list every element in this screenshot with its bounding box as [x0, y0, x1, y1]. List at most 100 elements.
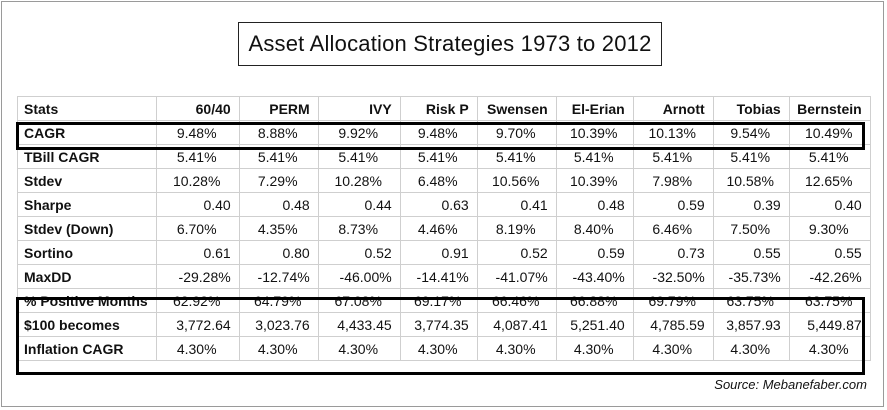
table-cell: 9.92% [317, 120, 401, 145]
row-label: Stdev [17, 168, 157, 193]
header-cell: Tobias [712, 96, 790, 121]
table-cell: 67.08% [317, 288, 401, 313]
row-label: Stdev (Down) [17, 216, 157, 241]
table-cell: 4,433.45 [317, 312, 401, 337]
table-cell: 66.46% [476, 288, 557, 313]
table-cell: 0.48 [238, 192, 319, 217]
page-title: Asset Allocation Strategies 1973 to 2012 [238, 22, 662, 66]
header-cell: Swensen [476, 96, 557, 121]
table-cell: 5.41% [788, 144, 871, 169]
table-cell: 6.70% [155, 216, 240, 241]
table-cell: 4.30% [155, 336, 240, 361]
table-cell: 9.70% [476, 120, 557, 145]
header-cell: Stats [17, 96, 157, 121]
table-cell: 8.40% [555, 216, 634, 241]
row-label: TBill CAGR [17, 144, 157, 169]
row-label: CAGR [17, 120, 157, 145]
header-cell: IVY [317, 96, 401, 121]
header-cell: Arnott [632, 96, 714, 121]
table-cell: 9.54% [712, 120, 790, 145]
table-cell: 0.40 [155, 192, 240, 217]
row-label: % Positive Months [17, 288, 157, 313]
table-cell: 0.52 [317, 240, 401, 265]
table-cell: 0.55 [712, 240, 790, 265]
table-row: % Positive Months 62.92% 64.79% 67.08% 69.17… [17, 288, 871, 313]
table-cell: 4.30% [476, 336, 557, 361]
table-cell: 10.56% [476, 168, 557, 193]
table-cell: 0.73 [632, 240, 714, 265]
header-cell: 60/40 [155, 96, 240, 121]
table-cell: 4,785.59 [632, 312, 714, 337]
table-cell: -35.73% [712, 264, 790, 289]
table-cell: 0.80 [238, 240, 319, 265]
table-cell: 10.13% [632, 120, 714, 145]
table-cell: 64.79% [238, 288, 319, 313]
table-cell: 3,023.76 [238, 312, 319, 337]
header-row: Stats 60/40 PERM IVY Risk P Swensen El-E… [17, 96, 871, 121]
table-cell: 7.98% [632, 168, 714, 193]
table-cell: 4.30% [712, 336, 790, 361]
table-cell: -41.07% [476, 264, 557, 289]
table-row: Stdev (Down) 6.70% 4.35% 8.73% 4.46% 8.19% 8.4… [17, 216, 871, 241]
row-label: Inflation CAGR [17, 336, 157, 361]
table-cell: 9.30% [788, 216, 871, 241]
table-cell: 5,251.40 [555, 312, 634, 337]
row-label: Sortino [17, 240, 157, 265]
table-cell: 0.63 [399, 192, 478, 217]
table-cell: 0.48 [555, 192, 634, 217]
header-cell: PERM [238, 96, 319, 121]
table-cell: 7.29% [238, 168, 319, 193]
table-cell: -46.00% [317, 264, 401, 289]
table-cell: 0.41 [476, 192, 557, 217]
table-cell: 3,772.64 [155, 312, 240, 337]
table-cell: 66.88% [555, 288, 634, 313]
table-cell: 0.59 [555, 240, 634, 265]
table-cell: 4.30% [555, 336, 634, 361]
table-cell: 6.48% [399, 168, 478, 193]
table-cell: 5.41% [399, 144, 478, 169]
table-cell: 6.46% [632, 216, 714, 241]
table-cell: 4.30% [317, 336, 401, 361]
table-cell: -32.50% [632, 264, 714, 289]
table-cell: 0.52 [476, 240, 557, 265]
table-cell: 8.88% [238, 120, 319, 145]
table-cell: 5,449.87 [788, 312, 871, 337]
table-cell: -42.26% [788, 264, 871, 289]
table-cell: 4.30% [632, 336, 714, 361]
table-cell: 4.35% [238, 216, 319, 241]
table-cell: 5.41% [317, 144, 401, 169]
table-cell: 0.55 [788, 240, 871, 265]
header-cell: El-Erian [555, 96, 634, 121]
table-row: Sharpe 0.40 0.48 0.44 0.63 0.41 0.48 0.59 0.39 0.… [17, 192, 871, 217]
table-cell: 0.91 [399, 240, 478, 265]
stats-body: CAGR 9.48% 8.88% 9.92% 9.48% 9.70% 10.39% 10.13… [17, 120, 871, 361]
table-cell: 5.41% [712, 144, 790, 169]
table-cell: 10.58% [712, 168, 790, 193]
table-row: TBill CAGR 5.41% 5.41% 5.41% 5.41% 5.41% 5.41%… [17, 144, 871, 169]
table-cell: 4.46% [399, 216, 478, 241]
title-text: Asset Allocation Strategies 1973 to 2012 [248, 31, 652, 56]
table-cell: 5.41% [238, 144, 319, 169]
table-row: MaxDD -29.28% -12.74% -46.00% -14.41% -41.07%… [17, 264, 871, 289]
table-row: Sortino 0.61 0.80 0.52 0.91 0.52 0.59 0.73 0.55 0… [17, 240, 871, 265]
table-cell: 4,087.41 [476, 312, 557, 337]
table-cell: 69.17% [399, 288, 478, 313]
table-cell: 0.61 [155, 240, 240, 265]
header-cell: Bernstein [788, 96, 871, 121]
table-cell: 10.39% [555, 168, 634, 193]
stats-table: Stats 60/40 PERM IVY Risk P Swensen El-E… [17, 96, 871, 361]
table-cell: 4.30% [238, 336, 319, 361]
table-cell: 10.39% [555, 120, 634, 145]
table-cell: 10.28% [317, 168, 401, 193]
table-cell: 3,774.35 [399, 312, 478, 337]
table-cell: 69.79% [632, 288, 714, 313]
table-cell: 7.50% [712, 216, 790, 241]
table-cell: 9.48% [399, 120, 478, 145]
table-cell: 8.73% [317, 216, 401, 241]
table-row: CAGR 9.48% 8.88% 9.92% 9.48% 9.70% 10.39% 10.13… [17, 120, 871, 145]
table-cell: 5.41% [555, 144, 634, 169]
table-cell: 0.59 [632, 192, 714, 217]
table-cell: 8.19% [476, 216, 557, 241]
table-cell: -14.41% [399, 264, 478, 289]
